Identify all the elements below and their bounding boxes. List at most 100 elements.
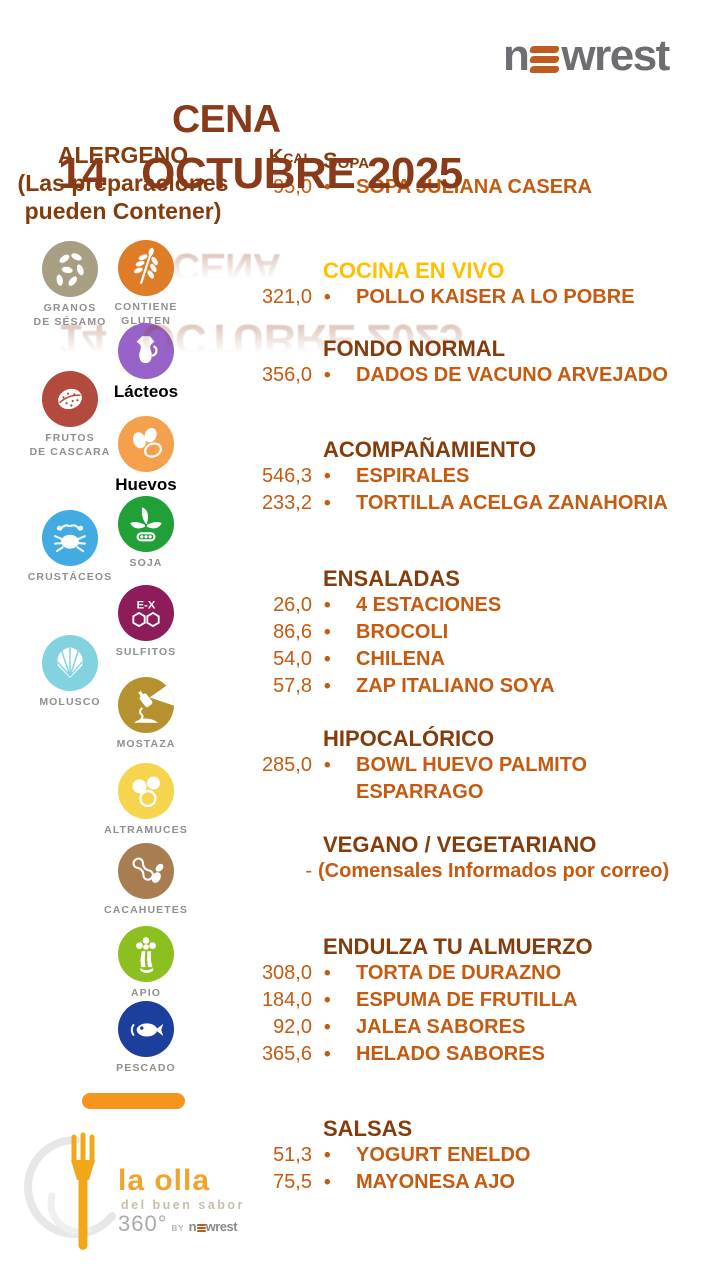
menu-item-row: 92,0 • JALEA SABORES bbox=[250, 1014, 716, 1041]
menu-section: COCINA EN VIVO 321,0 • POLLO KAISER A LO PO… bbox=[250, 258, 716, 311]
peanuts-icon bbox=[118, 843, 174, 899]
menu-item-row: 75,5 • MAYONESA AJO bbox=[250, 1169, 716, 1196]
dairy-jug-icon bbox=[118, 323, 174, 379]
allergen-sulfites: E-X SULFITOS bbox=[91, 585, 201, 659]
menu-item-row: 95,0 • SOPA JULIANA CASERA bbox=[250, 174, 716, 201]
menu-section: VEGANO / VEGETARIANO - (Comensales Informa… bbox=[250, 832, 716, 885]
newrest-e-bar bbox=[196, 1229, 206, 1232]
allergen-lupins: ALTRAMUCES bbox=[91, 763, 201, 837]
dish-name: CHILENA bbox=[356, 648, 445, 670]
newrest-e-bars-icon bbox=[529, 45, 561, 73]
section-header: ACOMPAÑAMIENTO bbox=[323, 437, 537, 462]
allergen-dairy-jug: Lácteos bbox=[91, 323, 201, 404]
bullet-icon: • bbox=[324, 287, 331, 308]
badge-by-text: BY bbox=[171, 1224, 185, 1233]
dish-name: SOPA JULIANA CASERA bbox=[356, 176, 592, 198]
menu-item-row: 546,3 • ESPIRALES bbox=[250, 463, 716, 490]
dish-name: BOWL HUEVO PALMITO ESPARRAGO bbox=[356, 754, 588, 803]
menu-section: FONDO NORMAL 356,0 • DADOS DE VACUNO ARVEJA… bbox=[250, 336, 716, 389]
dish-name: JALEA SABORES bbox=[356, 1016, 526, 1038]
bullet-icon: • bbox=[324, 649, 331, 670]
kcal-value: 75,5 bbox=[273, 1171, 312, 1193]
section-header: ENDULZA TU ALMUERZO bbox=[323, 934, 593, 959]
allergen-crustacean: CRUSTÁCEOS bbox=[15, 510, 125, 584]
dish-name: HELADO SABORES bbox=[356, 1043, 545, 1065]
dish-name: ESPUMA DE FRUTILLA bbox=[356, 989, 578, 1011]
allergen-label: CACAHUETES bbox=[104, 904, 188, 916]
dish-name: MAYONESA AJO bbox=[356, 1171, 515, 1193]
menu-title-text: CENA bbox=[172, 98, 281, 141]
sesame-seeds-icon bbox=[42, 241, 98, 297]
menu-title: CENA CENA bbox=[172, 22, 281, 288]
kcal-value: 308,0 bbox=[261, 962, 312, 984]
section-header: HIPOCALÓRICO bbox=[323, 726, 495, 751]
newrest-letter-n: n bbox=[503, 31, 530, 80]
dish-name: TORTA DE DURAZNO bbox=[356, 962, 562, 984]
bullet-icon: • bbox=[324, 365, 331, 386]
kcal-value: 92,0 bbox=[273, 1016, 312, 1038]
menu-section: ACOMPAÑAMIENTO 546,3 • ESPIRALES 233,2 • TORTI… bbox=[250, 437, 716, 517]
newrest-e-bar bbox=[529, 65, 561, 73]
menu-item-row: 26,0 • 4 ESTACIONES bbox=[250, 592, 716, 619]
menu-section: ENSALADAS 26,0 • 4 ESTACIONES 86,6 • BROCOLI 54… bbox=[250, 566, 716, 700]
la-olla-brand-text: la olla bbox=[118, 1164, 211, 1197]
dish-name: ZAP ITALIANO SOYA bbox=[356, 675, 555, 697]
kcal-value: 57,8 bbox=[273, 675, 312, 697]
newrest-letters-wrest: wrest bbox=[205, 1219, 238, 1234]
menu-item-row: 321,0 • POLLO KAISER A LO POBRE bbox=[250, 284, 716, 311]
allergen-label: CRUSTÁCEOS bbox=[27, 571, 113, 583]
allergen-label: CONTIENE GLUTEN bbox=[114, 301, 178, 328]
allergen-label: MOSTAZA bbox=[116, 738, 176, 750]
la-olla-logo-mark bbox=[12, 1124, 137, 1279]
kcal-value: - bbox=[305, 860, 312, 882]
menu-section: HIPOCALÓRICO 285,0 • BOWL HUEVO PALMITO ESP… bbox=[250, 726, 716, 806]
dish-name: ESPIRALES bbox=[356, 465, 470, 487]
newrest-e-bar bbox=[196, 1226, 206, 1229]
allergen-gluten-wheat: CONTIENE GLUTEN bbox=[91, 240, 201, 328]
svg-text:E-X: E-X bbox=[137, 599, 156, 611]
section-header: ENSALADAS bbox=[323, 566, 460, 591]
menu-item-row: 51,3 • YOGURT ENELDO bbox=[250, 1142, 716, 1169]
allergen-celery: APIO bbox=[91, 926, 201, 1000]
mustard-icon bbox=[118, 677, 174, 733]
dish-name: POLLO KAISER A LO POBRE bbox=[356, 286, 635, 308]
crustacean-icon bbox=[42, 510, 98, 566]
menu-item-row: 86,6 • BROCOLI bbox=[250, 619, 716, 646]
kcal-value: 95,0 bbox=[273, 176, 312, 198]
kcal-value: 26,0 bbox=[273, 594, 312, 616]
menu-item-row: 184,0 • ESPUMA DE FRUTILLA bbox=[250, 987, 716, 1014]
menu-item-row: 356,0 • DADOS DE VACUNO ARVEJADO bbox=[250, 362, 716, 389]
bullet-icon: • bbox=[324, 990, 331, 1011]
allergen-label: PESCADO bbox=[116, 1062, 176, 1074]
bullet-icon: • bbox=[324, 963, 331, 984]
newrest-logo: n wrest bbox=[503, 31, 670, 80]
allergen-heading-line1: ALERGENO bbox=[57, 142, 189, 168]
bullet-icon: • bbox=[324, 595, 331, 616]
kcal-column-header: Kcal bbox=[268, 146, 312, 168]
allergen-fish: PESCADO bbox=[91, 1001, 201, 1075]
menu-date-reflection: 14 OCTUBRE 2025 bbox=[58, 315, 463, 365]
dish-name: BROCOLI bbox=[356, 621, 449, 643]
fish-icon bbox=[118, 1001, 174, 1057]
kcal-value: 546,3 bbox=[261, 465, 312, 487]
allergen-label: Huevos bbox=[115, 475, 177, 494]
dish-name: TORTILLA ACELGA ZANAHORIA bbox=[356, 492, 668, 514]
eggs-icon bbox=[118, 416, 174, 472]
menu-item-row: 365,6 • HELADO SABORES bbox=[250, 1041, 716, 1068]
allergen-label: GRANOS DE SÉSAMO bbox=[33, 302, 107, 329]
newrest-e-bars-icon bbox=[196, 1223, 206, 1232]
menu-section: SALSAS 51,3 • YOGURT ENELDO 75,5 • MAYONESA AJ… bbox=[250, 1116, 716, 1196]
sulfites-icon: E-X bbox=[118, 585, 174, 641]
la-olla-tagline: del buen sabor bbox=[121, 1198, 245, 1212]
bullet-icon: • bbox=[324, 676, 331, 697]
bullet-icon: • bbox=[324, 1145, 331, 1166]
allergen-heading: ALERGENO (Las preparaciones pueden Conte… bbox=[5, 141, 241, 225]
menu-item-row: 308,0 • TORTA DE DURAZNO bbox=[250, 960, 716, 987]
tree-nut-icon bbox=[42, 371, 98, 427]
lupins-icon bbox=[118, 763, 174, 819]
kcal-value: 51,3 bbox=[273, 1144, 312, 1166]
bullet-icon: • bbox=[324, 1017, 331, 1038]
allergen-tree-nut: FRUTOS DE CASCARA bbox=[15, 371, 125, 459]
la-olla-fork-icon bbox=[24, 1132, 116, 1250]
